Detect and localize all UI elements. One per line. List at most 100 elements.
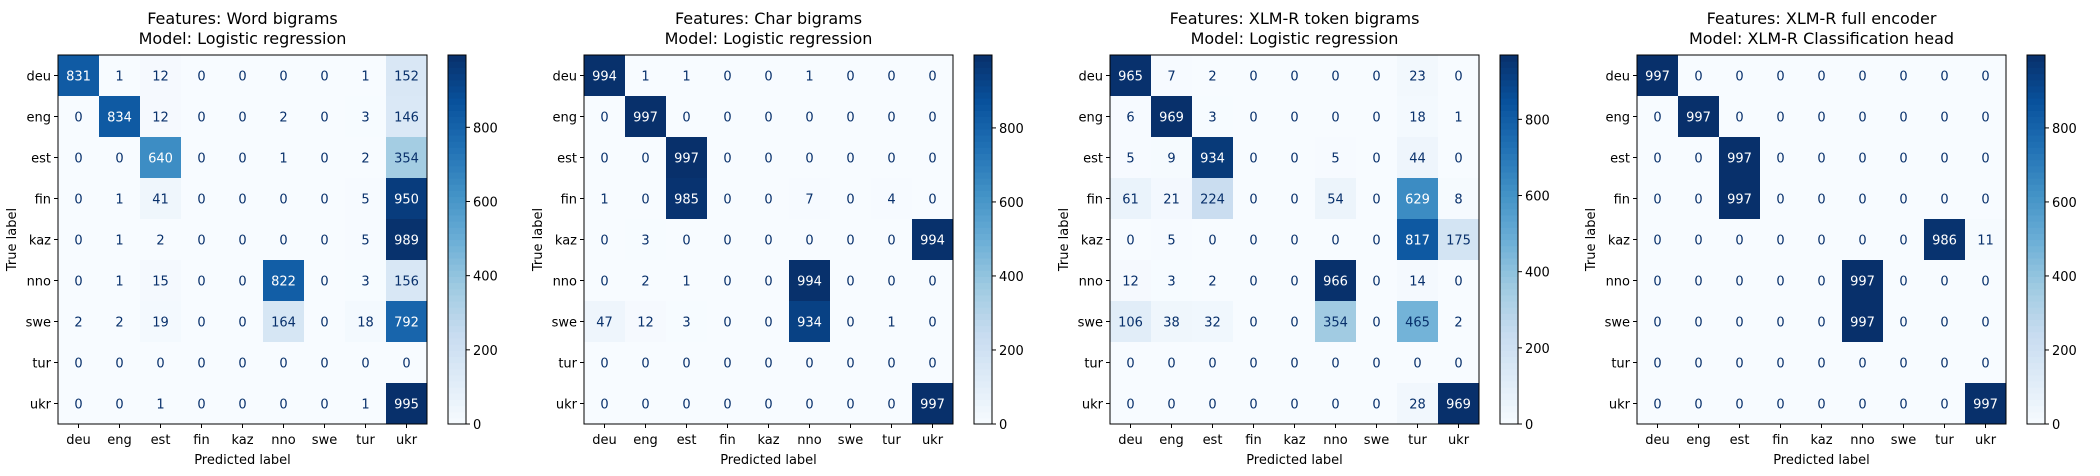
x-tick-label: ukr xyxy=(1448,433,1470,448)
matrix-cell xyxy=(1719,219,1761,261)
colorbar-segment xyxy=(2027,276,2045,284)
matrix-cell xyxy=(345,96,387,138)
panel-title-model: Model: Logistic regression xyxy=(1191,29,1399,48)
x-tick-label: deu xyxy=(1118,433,1143,448)
matrix-cell xyxy=(386,342,428,384)
matrix-cell xyxy=(1356,178,1398,220)
x-tick-label: nno xyxy=(1323,433,1347,448)
colorbar-segment xyxy=(448,331,466,339)
colorbar-segment xyxy=(1500,356,1518,364)
colorbar-segment xyxy=(1500,122,1518,130)
colorbar-segment xyxy=(1500,104,1518,111)
matrix-cell xyxy=(584,55,626,97)
cell-value-label: 3 xyxy=(1167,275,1175,290)
cell-value-label: 989 xyxy=(394,234,419,249)
cell-value-label: 0 xyxy=(279,357,287,372)
colorbar-segment xyxy=(974,141,992,148)
matrix-cell xyxy=(1315,301,1357,343)
colorbar-segment xyxy=(448,344,466,351)
matrix-cell xyxy=(584,342,626,384)
colorbar-tick-label: 400 xyxy=(999,270,1024,285)
colorbar-tick-label: 200 xyxy=(999,344,1024,359)
y-tick-label: ukr xyxy=(1609,398,1631,413)
cell-value-label: 0 xyxy=(1817,111,1825,126)
colorbar-segment xyxy=(448,79,466,87)
colorbar-segment xyxy=(2027,264,2045,271)
cell-value-label: 0 xyxy=(887,398,895,413)
cell-value-label: 0 xyxy=(279,193,287,208)
matrix-cell xyxy=(707,342,749,384)
cell-value-label: 817 xyxy=(1405,234,1430,249)
cell-value-label: 0 xyxy=(1694,316,1702,331)
cell-value-label: 0 xyxy=(1981,111,1989,126)
colorbar-segment xyxy=(1500,276,1518,284)
y-tick-label: fin xyxy=(1614,193,1630,208)
cell-value-label: 0 xyxy=(320,316,328,331)
matrix-cell xyxy=(1842,55,1884,97)
matrix-cell xyxy=(1397,55,1439,97)
cell-value-label: 0 xyxy=(846,152,854,167)
matrix-cell xyxy=(707,96,749,138)
cell-value-label: 0 xyxy=(1899,152,1907,167)
colorbar-frame xyxy=(973,54,993,425)
cell-value-label: 969 xyxy=(1159,111,1184,126)
matrix-cell xyxy=(1678,383,1720,425)
matrix-cell xyxy=(263,96,305,138)
colorbar-segment xyxy=(448,116,466,124)
matrix-cell xyxy=(99,301,141,343)
cell-value-label: 0 xyxy=(74,111,82,126)
x-tick-label: ukr xyxy=(1975,433,1997,448)
cell-value-label: 0 xyxy=(1858,357,1866,372)
cell-value-label: 0 xyxy=(1899,357,1907,372)
matrix-cell xyxy=(1883,342,1925,384)
cell-value-label: 9 xyxy=(1167,152,1175,167)
colorbar-segment xyxy=(974,79,992,87)
colorbar-segment xyxy=(1500,288,1518,296)
cell-value-label: 0 xyxy=(887,70,895,85)
x-tick-label: tur xyxy=(882,433,901,448)
cell-value-label: 0 xyxy=(764,357,772,372)
cell-value-label: 2 xyxy=(1208,275,1216,290)
cell-value-label: 0 xyxy=(1735,111,1743,126)
matrix-cell xyxy=(666,301,708,343)
cell-value-label: 3 xyxy=(1208,111,1216,126)
matrix-cell xyxy=(871,342,913,384)
colorbar-segment xyxy=(974,350,992,357)
colorbar-segment xyxy=(1500,239,1518,247)
x-tick-label: fin xyxy=(1772,433,1788,448)
cell-value-label: 965 xyxy=(1118,70,1143,85)
colorbar-segment xyxy=(1500,233,1518,241)
matrix-cell xyxy=(222,260,264,302)
colorbar-segment xyxy=(974,227,992,234)
y-tick-label: fin xyxy=(1087,193,1103,208)
colorbar-segment xyxy=(2027,134,2045,142)
matrix-cell xyxy=(99,137,141,179)
y-tick-label: deu xyxy=(1079,70,1104,85)
cell-value-label: 0 xyxy=(600,152,608,167)
colorbar-segment xyxy=(2027,411,2045,419)
colorbar-segment xyxy=(2027,393,2045,400)
colorbar-segment xyxy=(1500,368,1518,376)
colorbar-segment xyxy=(448,178,466,185)
matrix-cell xyxy=(912,55,954,97)
colorbar-segment xyxy=(1500,387,1518,394)
cell-value-label: 0 xyxy=(1776,357,1784,372)
colorbar-segment xyxy=(448,171,466,179)
cell-value-label: 1 xyxy=(279,152,287,167)
colorbar-segment xyxy=(974,319,992,327)
cell-value-label: 0 xyxy=(1940,152,1948,167)
cell-value-label: 0 xyxy=(1290,70,1298,85)
cell-value-label: 0 xyxy=(1735,398,1743,413)
matrix-cell xyxy=(1151,383,1193,425)
colorbar-segment xyxy=(448,214,466,222)
cell-value-label: 792 xyxy=(394,316,419,331)
matrix-cell xyxy=(1192,219,1234,261)
cell-value-label: 0 xyxy=(1776,275,1784,290)
cell-value-label: 1 xyxy=(682,275,690,290)
x-tick-label: nno xyxy=(1850,433,1874,448)
cell-value-label: 47 xyxy=(596,316,613,331)
matrix-cell xyxy=(584,219,626,261)
matrix-cell xyxy=(304,137,346,179)
x-tick-label: tur xyxy=(1935,433,1954,448)
